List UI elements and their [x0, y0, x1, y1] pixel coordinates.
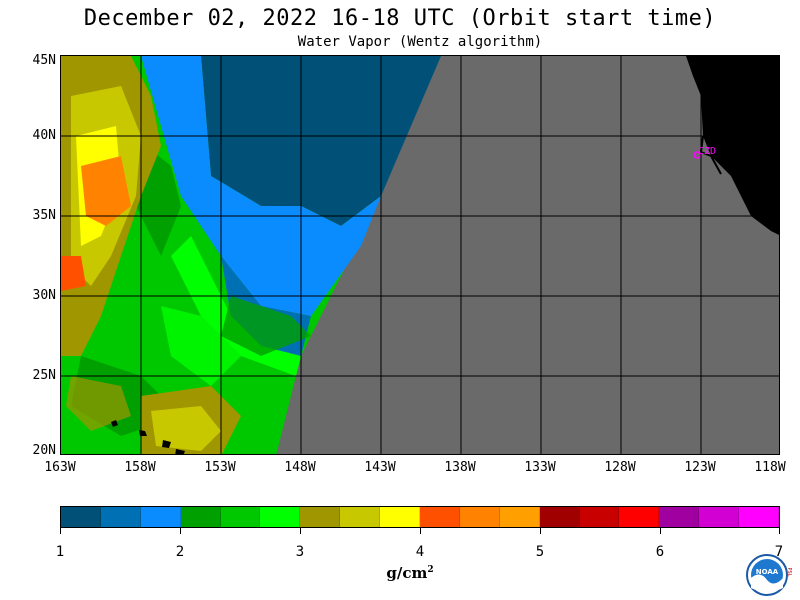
colorbar-swatch: [619, 507, 660, 527]
colorbar-label-7: 7: [774, 544, 784, 560]
lat-label-35n: 35N: [32, 208, 56, 223]
colorbar-swatch: [659, 507, 700, 527]
station-marker-icon: [693, 151, 701, 159]
colorbar-swatch: [340, 507, 381, 527]
colorbar-swatch: [140, 507, 181, 527]
lat-label-20n: 20N: [32, 443, 56, 458]
lon-label-118w: 118W: [754, 460, 786, 475]
land-mass: [686, 56, 779, 235]
colorbar-swatch: [459, 507, 500, 527]
lon-label-163w: 163W: [44, 460, 76, 475]
colorbar-tick: [180, 528, 181, 534]
lat-label-40n: 40N: [32, 128, 56, 143]
colorbar-tick: [660, 528, 661, 534]
lon-label-138w: 138W: [444, 460, 476, 475]
lat-label-30n: 30N: [32, 288, 56, 303]
units-exponent: 2: [427, 565, 434, 575]
lat-label-45n: 45N: [32, 53, 56, 68]
lon-label-123w: 123W: [684, 460, 716, 475]
lon-label-128w: 128W: [604, 460, 636, 475]
lon-label-158w: 158W: [124, 460, 156, 475]
colorbar-tick: [779, 528, 780, 534]
colorbar-swatch: [61, 507, 101, 527]
colorbar-swatch: [380, 507, 421, 527]
colorbar-swatch: [420, 507, 460, 527]
colorbar-tick: [300, 528, 301, 534]
colorbar-label-4: 4: [415, 544, 425, 560]
colorbar-swatch: [260, 507, 301, 527]
colorbar-swatch: [539, 507, 580, 527]
colorbar-swatch: [699, 507, 740, 527]
units-text: g/cm: [386, 564, 428, 582]
colorbar-swatch: [180, 507, 221, 527]
lon-label-143w: 143W: [364, 460, 396, 475]
colorbar-label-6: 6: [655, 544, 665, 560]
colorbar-swatch: [739, 507, 780, 527]
lon-label-148w: 148W: [284, 460, 316, 475]
lon-label-153w: 153W: [204, 460, 236, 475]
colorbar-label-5: 5: [535, 544, 545, 560]
lat-label-25n: 25N: [32, 368, 56, 383]
colorbar-swatch: [499, 507, 540, 527]
water-vapor-field: [61, 56, 441, 454]
colorbar-tick: [420, 528, 421, 534]
station-label: CZD: [698, 146, 717, 157]
noaa-logo-text: NOAA: [756, 568, 779, 576]
map-title: December 02, 2022 16-18 UTC (Orbit start…: [83, 6, 717, 31]
colorbar-label-1: 1: [55, 544, 65, 560]
colorbar-tick: [60, 528, 61, 534]
colorbar-label-2: 2: [175, 544, 185, 560]
lon-label-133w: 133W: [524, 460, 556, 475]
colorbar-label-3: 3: [295, 544, 305, 560]
colorbar-swatch: [300, 507, 341, 527]
map-canvas: [61, 56, 779, 454]
noaa-logo-icon: NOAA PSL: [746, 554, 792, 596]
map-subtitle: Water Vapor (Wentz algorithm): [297, 34, 543, 50]
colorbar-swatch: [579, 507, 620, 527]
water-vapor-map: [60, 55, 780, 455]
colorbar-units: g/cm2: [380, 564, 440, 582]
colorbar-swatch: [100, 507, 141, 527]
colorbar-swatch: [220, 507, 261, 527]
psl-logo-text: PSL: [786, 568, 792, 577]
graticule: [61, 56, 779, 454]
colorbar: [60, 506, 780, 528]
colorbar-tick: [540, 528, 541, 534]
